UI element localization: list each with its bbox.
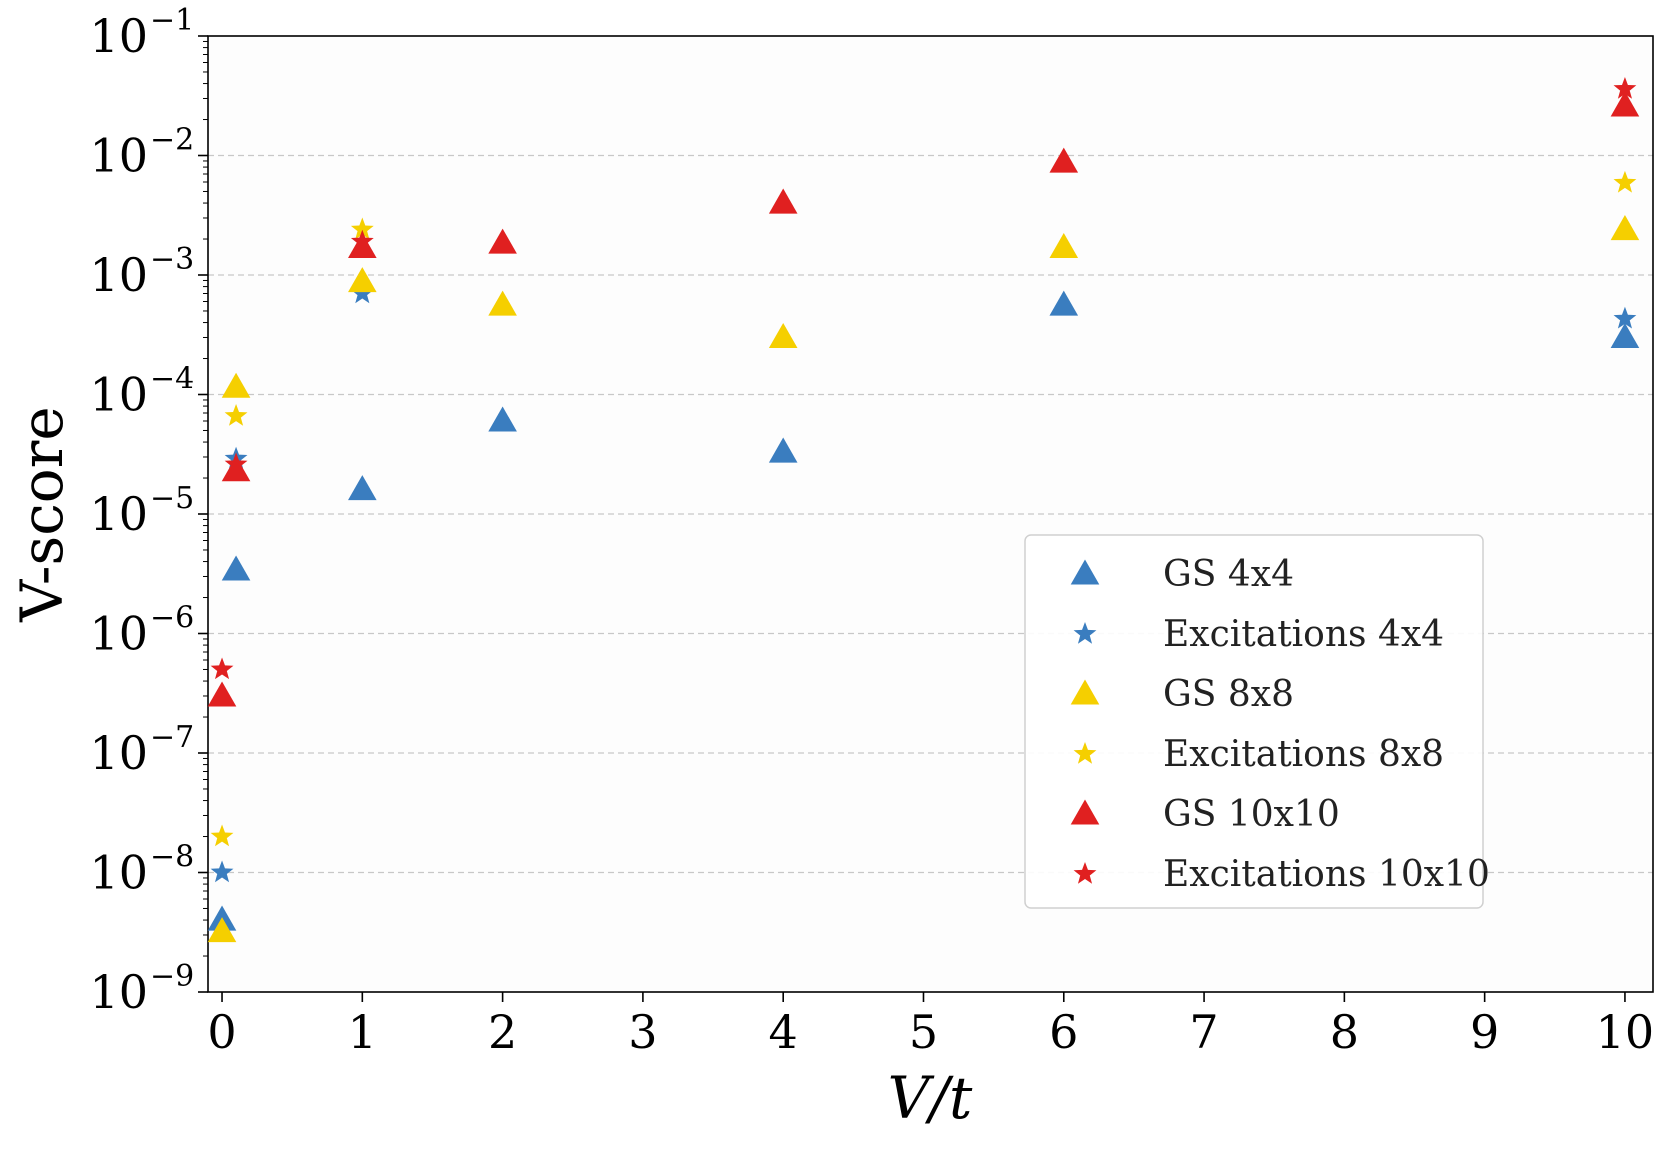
triangle-marker bbox=[1610, 215, 1640, 241]
star-marker bbox=[210, 824, 234, 847]
triangle-marker bbox=[768, 437, 798, 463]
triangle-marker bbox=[488, 406, 517, 432]
legend-entry-label: Excitations 10x10 bbox=[1163, 854, 1490, 895]
y-tick-label: 10 bbox=[89, 487, 148, 541]
y-tick-label: 10 bbox=[89, 248, 148, 302]
y-tick-label: 10 bbox=[89, 726, 148, 780]
legend-marker bbox=[1070, 679, 1100, 705]
legend-entry-label: Excitations 8x8 bbox=[1163, 734, 1444, 775]
star-marker bbox=[1613, 170, 1637, 193]
triangle-marker bbox=[207, 681, 237, 707]
y-tick-exponent: −1 bbox=[150, 3, 194, 38]
y-tick-label: 10 bbox=[89, 129, 148, 183]
star-marker bbox=[210, 657, 234, 680]
triangle-marker bbox=[768, 188, 798, 214]
triangle-marker bbox=[221, 372, 251, 398]
x-tick-label: 5 bbox=[909, 1005, 938, 1059]
y-tick-base: 10 bbox=[89, 368, 148, 422]
x-axis-label: V/t bbox=[888, 1064, 973, 1132]
star-marker bbox=[224, 404, 248, 426]
y-tick-base: 10 bbox=[89, 248, 148, 302]
y-tick-base: 10 bbox=[89, 9, 148, 63]
triangle-marker bbox=[768, 322, 798, 349]
data-points bbox=[207, 77, 1640, 943]
legend-marker bbox=[1073, 622, 1097, 644]
y-tick-exponent: −5 bbox=[150, 481, 194, 516]
legend-marker bbox=[1073, 742, 1097, 764]
legend-entry-label: GS 10x10 bbox=[1163, 794, 1340, 835]
y-tick-base: 10 bbox=[89, 726, 148, 780]
y-axis-ticks: 10−910−810−710−610−510−410−310−210−1 bbox=[89, 3, 208, 1019]
x-tick-label: 3 bbox=[628, 1005, 657, 1059]
legend-entry-label: Excitations 4x4 bbox=[1163, 614, 1444, 655]
star-marker bbox=[350, 281, 374, 304]
series-gs-10x10 bbox=[207, 91, 1640, 707]
triangle-marker bbox=[1049, 232, 1079, 258]
x-tick-label: 7 bbox=[1189, 1005, 1218, 1059]
legend-box bbox=[1024, 534, 1484, 909]
triangle-marker bbox=[1610, 91, 1640, 117]
legend-marker bbox=[1073, 862, 1097, 884]
y-tick-exponent: −9 bbox=[150, 959, 194, 994]
y-tick-base: 10 bbox=[89, 487, 148, 541]
star-marker bbox=[350, 217, 374, 240]
star-marker bbox=[1613, 77, 1637, 99]
legend-entry-label: GS 8x8 bbox=[1163, 674, 1294, 715]
y-tick-base: 10 bbox=[89, 846, 148, 900]
legend-entry-label: GS 4x4 bbox=[1163, 554, 1294, 595]
legend: GS 4x4 Excitations 4x4 GS 8x8 Excitations 8… bbox=[1024, 534, 1490, 909]
grid-lines bbox=[208, 154, 1653, 874]
y-tick-exponent: −8 bbox=[150, 840, 194, 875]
triangle-marker bbox=[488, 290, 517, 316]
triangle-marker bbox=[207, 917, 237, 943]
y-tick-label: 10 bbox=[89, 846, 148, 900]
y-tick-exponent: −3 bbox=[150, 242, 194, 277]
x-axis-ticks: 0 1 2 3 4 5 6 7 8 9 10 bbox=[207, 992, 1654, 1059]
x-tick-label: 6 bbox=[1049, 1005, 1078, 1059]
y-tick-label: 10 bbox=[89, 368, 148, 422]
y-tick-exponent: −6 bbox=[150, 601, 194, 636]
star-marker bbox=[210, 860, 234, 883]
y-tick-label: 10 bbox=[89, 965, 148, 1019]
triangle-marker bbox=[1049, 147, 1079, 173]
legend-marker bbox=[1070, 799, 1100, 825]
x-tick-label: 2 bbox=[488, 1005, 517, 1059]
triangle-marker bbox=[488, 228, 517, 254]
y-tick-base: 10 bbox=[89, 129, 148, 183]
x-tick-label: 4 bbox=[769, 1005, 798, 1059]
y-tick-exponent: −2 bbox=[150, 123, 194, 158]
triangle-marker bbox=[1049, 290, 1079, 316]
star-marker bbox=[1613, 306, 1637, 329]
triangle-marker bbox=[221, 555, 251, 581]
y-tick-label: 10 bbox=[89, 9, 148, 63]
x-tick-label: 10 bbox=[1596, 1005, 1655, 1059]
star-marker bbox=[224, 452, 248, 475]
series-excitations-10x10 bbox=[210, 77, 1637, 680]
triangle-marker bbox=[1610, 322, 1640, 349]
x-tick-label: 8 bbox=[1330, 1005, 1359, 1059]
y-tick-exponent: −4 bbox=[150, 362, 194, 397]
x-tick-label: 0 bbox=[207, 1005, 236, 1059]
triangle-marker bbox=[348, 267, 377, 293]
triangle-marker bbox=[348, 475, 377, 501]
y-tick-exponent: −7 bbox=[150, 720, 194, 755]
y-tick-base: 10 bbox=[89, 965, 148, 1019]
y-axis-label: V-score bbox=[8, 406, 76, 622]
x-tick-label: 1 bbox=[348, 1005, 377, 1059]
series-gs-8x8 bbox=[207, 215, 1640, 943]
star-marker bbox=[350, 229, 374, 252]
series-excitations-8x8 bbox=[210, 170, 1637, 847]
x-tick-label: 9 bbox=[1470, 1005, 1499, 1059]
y-tick-label: 10 bbox=[89, 607, 148, 661]
legend-marker bbox=[1070, 559, 1100, 585]
y-tick-base: 10 bbox=[89, 607, 148, 661]
